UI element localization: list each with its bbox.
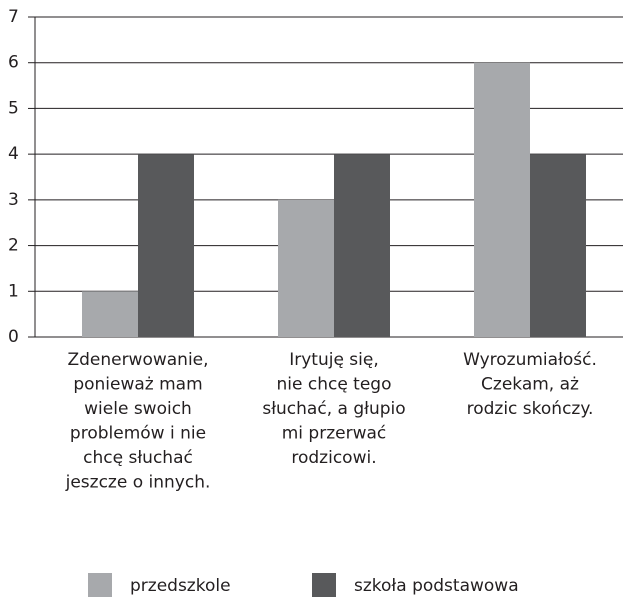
y-tick-label: 5 (8, 98, 19, 118)
legend-swatch (312, 573, 336, 597)
x-tick-label: Irytuję się, (289, 350, 379, 370)
bar (82, 291, 138, 337)
y-tick-label: 2 (8, 236, 19, 256)
x-tick-label: słuchać, a głupio (262, 399, 405, 419)
y-tick-label: 1 (8, 281, 19, 301)
y-tick-label: 4 (8, 144, 19, 164)
bar (530, 154, 586, 337)
x-tick-label: jeszcze o innych. (65, 473, 211, 493)
y-tick-label: 6 (8, 53, 19, 73)
y-tick-label: 3 (8, 190, 19, 210)
bar (278, 199, 334, 337)
bar (474, 62, 530, 337)
x-tick-label: rodzic skończy. (467, 399, 594, 419)
x-tick-label: problemów i nie (70, 424, 206, 444)
legend-label: przedszkole (130, 576, 231, 596)
x-tick-label: nie chcę tego (276, 375, 391, 395)
legend-label: szkoła podstawowa (354, 576, 519, 596)
y-tick-label: 7 (8, 7, 19, 27)
bar (334, 154, 390, 337)
x-tick-label: chcę słuchać (83, 448, 193, 468)
x-tick-label: wiele swoich (84, 399, 192, 419)
x-tick-label: ponieważ mam (73, 375, 202, 395)
y-tick-label: 0 (8, 327, 19, 347)
x-tick-label: rodzicowi. (291, 448, 376, 468)
x-tick-label: Wyrozumiałość. (463, 350, 597, 370)
legend-swatch (88, 573, 112, 597)
x-tick-label: Czekam, aż (481, 375, 579, 395)
x-tick-label: mi przerwać (282, 424, 387, 444)
x-tick-label: Zdenerwowanie, (67, 350, 208, 370)
bar (138, 154, 194, 337)
